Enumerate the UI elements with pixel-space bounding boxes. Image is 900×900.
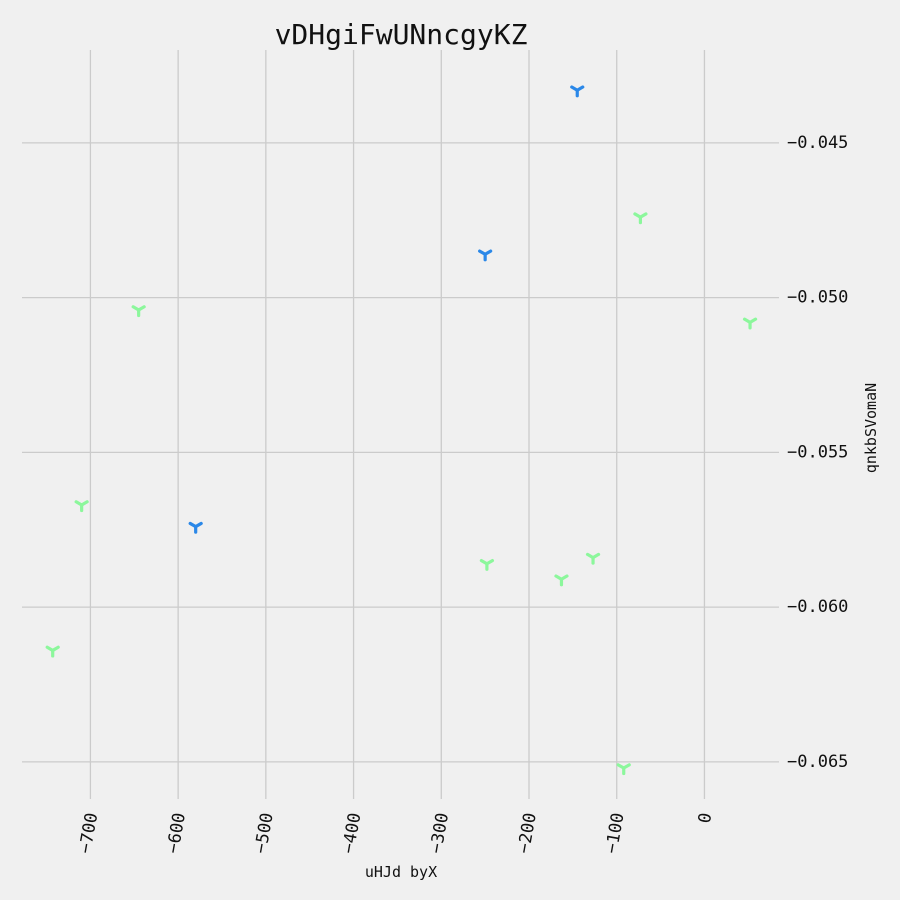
x-tick-label: −700 — [75, 811, 102, 855]
data-point — [570, 85, 585, 98]
grid — [22, 50, 779, 799]
chart-title: vDHgiFwUNncgyKZ — [275, 18, 528, 51]
y-tick-label: −0.050 — [787, 288, 848, 308]
data-point — [554, 574, 569, 587]
x-tick-label: −100 — [602, 811, 629, 855]
data-point — [74, 500, 89, 513]
data-point — [479, 558, 495, 571]
data-point — [633, 212, 648, 225]
x-axis-label: uHJd byX — [365, 863, 437, 881]
y-axis-ticks: −0.045 −0.050 −0.055 −0.060 −0.065 — [787, 133, 848, 772]
x-tick-label: −300 — [426, 811, 453, 855]
y-tick-label: −0.055 — [787, 442, 848, 462]
y-tick-label: −0.060 — [787, 597, 848, 617]
x-tick-label: −400 — [339, 811, 366, 855]
y-tick-label: −0.065 — [787, 752, 848, 772]
y-tick-label: −0.045 — [787, 133, 848, 153]
data-point — [742, 317, 758, 330]
x-tick-label: −200 — [514, 811, 541, 855]
y-axis-label: qnkbSVomaN — [862, 383, 880, 473]
x-tick-label: 0 — [695, 811, 716, 825]
data-point — [585, 552, 601, 565]
data-point — [45, 645, 60, 658]
data-point — [616, 763, 631, 776]
data-points — [45, 85, 758, 776]
data-point — [131, 305, 146, 318]
x-axis-ticks: −700 −600 −500 −400 −300 −200 −100 0 — [75, 811, 716, 855]
x-tick-label: −500 — [251, 811, 278, 855]
x-tick-label: −600 — [163, 811, 190, 855]
data-point — [478, 249, 493, 262]
data-point — [188, 521, 203, 534]
